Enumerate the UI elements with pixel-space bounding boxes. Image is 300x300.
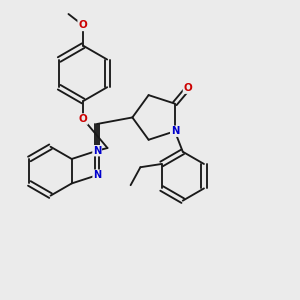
Text: O: O xyxy=(78,20,87,30)
Text: N: N xyxy=(93,170,101,180)
Text: N: N xyxy=(171,126,179,136)
Text: N: N xyxy=(93,146,101,156)
Text: O: O xyxy=(79,114,88,124)
Text: O: O xyxy=(184,83,192,93)
